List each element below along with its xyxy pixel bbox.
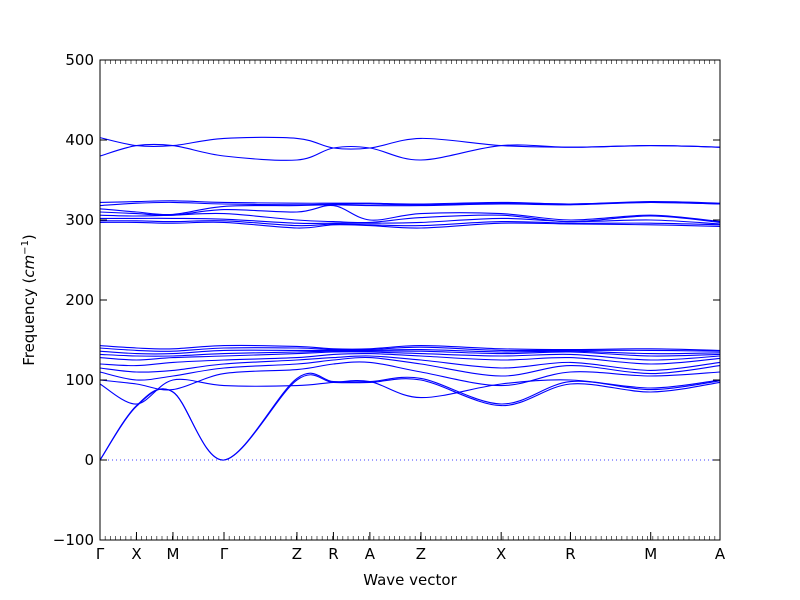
y-axis-label-suffix: ): [20, 234, 38, 240]
y-tick-label: 300: [65, 211, 94, 229]
band-line-13: [99, 221, 721, 229]
x-tick-label: Γ: [96, 545, 105, 563]
band-line-2: [99, 372, 721, 461]
y-tick-label: 400: [65, 131, 94, 149]
x-tick-label: X: [496, 545, 506, 563]
x-tick-label: X: [131, 545, 141, 563]
x-tick-label: Z: [416, 545, 426, 563]
y-axis-label-unit: cm: [20, 255, 38, 278]
x-tick-label: M: [166, 545, 179, 563]
band-line-17: [99, 204, 721, 223]
y-tick-label: −100: [53, 531, 94, 549]
x-tick-label: M: [644, 545, 657, 563]
band-line-14: [99, 220, 721, 227]
axes-frame: [99, 59, 721, 541]
band-line-7: [99, 352, 721, 367]
x-tick-label: A: [715, 545, 726, 563]
band-line-21: [99, 143, 721, 161]
x-axis-label: Wave vector: [363, 571, 457, 589]
band-line-22: [99, 136, 721, 150]
y-tick-label: 200: [65, 291, 94, 309]
band-line-20: [99, 200, 721, 205]
x-tick-label: A: [365, 545, 376, 563]
y-axis-label-unit-exponent: −1: [20, 240, 31, 255]
band-line-10: [99, 349, 721, 355]
y-axis-label: Frequency (cm−1): [20, 234, 38, 366]
y-tick-label: 500: [65, 51, 94, 69]
band-line-9: [99, 350, 721, 357]
band-line-12: [99, 344, 721, 351]
band-line-5: [99, 356, 721, 381]
x-tick-label: R: [565, 545, 575, 563]
y-axis-label-prefix: Frequency (: [20, 278, 38, 366]
band-line-11: [99, 346, 721, 352]
x-tick-label: Z: [292, 545, 302, 563]
band-line-6: [99, 355, 721, 373]
band-line-4: [99, 361, 721, 391]
band-line-8: [99, 351, 721, 361]
band-line-18: [99, 201, 721, 216]
y-tick-label: 0: [84, 451, 94, 469]
plot-area: [99, 59, 721, 541]
y-axis-ticks: −100 0 100 200 300 400 500: [53, 51, 720, 549]
band-line-3: [99, 378, 721, 405]
x-tick-label: Γ: [220, 545, 229, 563]
y-tick-label: 100: [65, 371, 94, 389]
x-tick-label: R: [328, 545, 338, 563]
